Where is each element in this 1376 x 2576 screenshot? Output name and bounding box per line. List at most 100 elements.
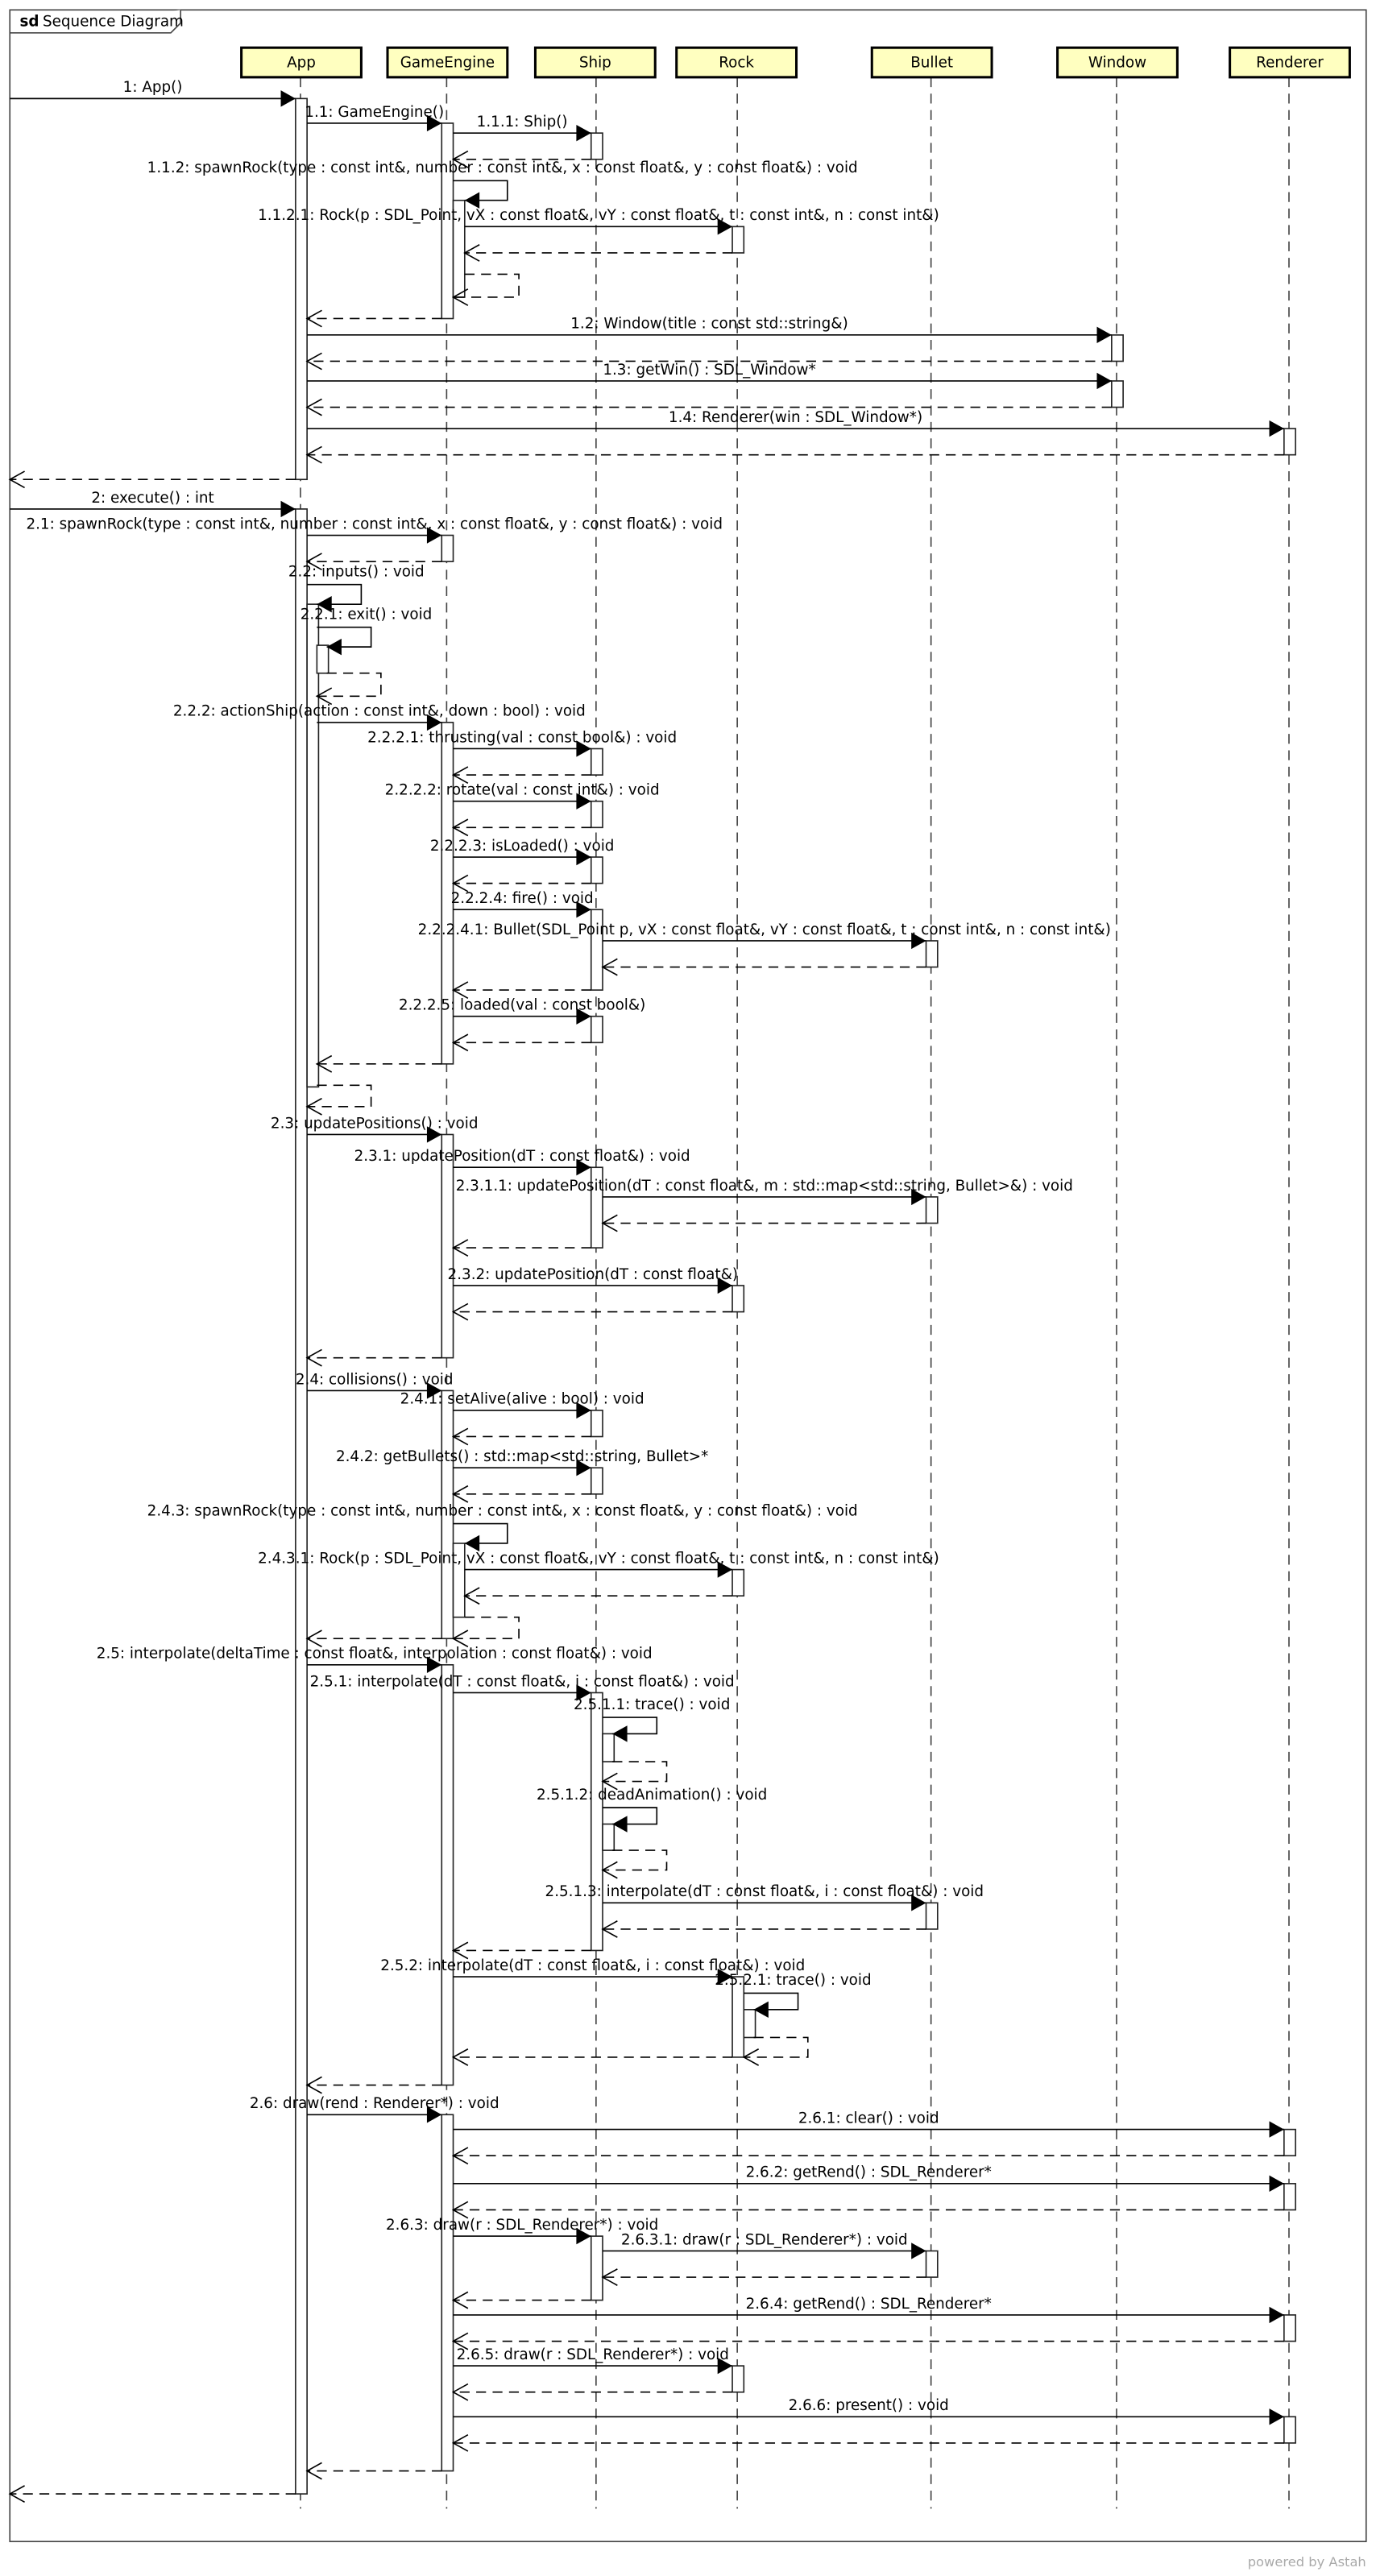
message-label: 2.3.1: updatePosition(dT : const float&)… bbox=[354, 1148, 690, 1165]
arrow-head bbox=[576, 848, 591, 866]
message-label: 2.5.1.1: trace() : void bbox=[574, 1696, 730, 1713]
arrow-head bbox=[305, 1097, 322, 1116]
arrow-head bbox=[305, 1348, 322, 1367]
activation bbox=[590, 132, 603, 160]
activation bbox=[441, 1133, 454, 1359]
lifeline-header bbox=[870, 46, 993, 79]
arrow-head bbox=[464, 192, 480, 209]
message-label: 2.1: spawnRock(type : const int&, number… bbox=[26, 516, 723, 532]
message-label: 2.6.2: getRend() : SDL_Renderer* bbox=[746, 2164, 992, 2181]
message-label: 1.2: Window(title : const std::string&) bbox=[570, 316, 848, 333]
message-label: 2.6: draw(rend : Renderer*) : void bbox=[250, 2095, 499, 2112]
arrow-head bbox=[426, 714, 442, 731]
message-label: 1.1.2.1: Rock(p : SDL_Point, vX : const … bbox=[258, 207, 939, 224]
message-label: 2.2.2.4.1: Bullet(SDL_Point p, vX : cons… bbox=[418, 921, 1111, 938]
footer: powered by Astah bbox=[1248, 2554, 1366, 2570]
arrow-head bbox=[451, 1033, 469, 1052]
activation bbox=[590, 1166, 603, 1249]
arrow-head bbox=[305, 445, 322, 464]
arrow-head bbox=[717, 1561, 733, 1578]
activation bbox=[1111, 380, 1124, 408]
arrow-head bbox=[8, 470, 25, 489]
arrow-head bbox=[463, 1587, 480, 1605]
activation bbox=[590, 856, 603, 884]
arrow-head bbox=[451, 1630, 469, 1648]
arrow-head bbox=[717, 218, 733, 235]
activation bbox=[295, 97, 308, 481]
activation bbox=[590, 1410, 603, 1438]
self-message-line bbox=[453, 180, 508, 201]
arrow-head bbox=[1269, 2306, 1284, 2324]
activation bbox=[925, 1902, 939, 1930]
message-label: 2.5.2: interpolate(dT : const float&, i … bbox=[380, 1957, 805, 1974]
arrow-head bbox=[317, 595, 332, 613]
self-message-line bbox=[603, 1807, 658, 1825]
message-label: 2.2.2.2: rotate(val : const int&) : void bbox=[385, 782, 660, 799]
arrow-head bbox=[601, 1772, 618, 1791]
arrow-head bbox=[451, 2383, 469, 2401]
lifeline-header bbox=[533, 46, 657, 79]
self-return-line bbox=[603, 1761, 668, 1783]
arrow-head bbox=[305, 2462, 322, 2480]
message-label: 2.6.3.1: draw(r : SDL_Renderer*) : void bbox=[621, 2231, 908, 2248]
arrow-head bbox=[451, 2147, 469, 2165]
arrow-head bbox=[305, 2076, 322, 2094]
arrow-head bbox=[911, 2243, 926, 2259]
message-label: 1.4: Renderer(win : SDL_Window*) bbox=[669, 409, 922, 426]
arrow-head bbox=[612, 1725, 628, 1742]
activation bbox=[602, 1733, 615, 1762]
arrow-head bbox=[601, 1861, 618, 1879]
message-label: 2: execute() : int bbox=[91, 490, 213, 507]
activation bbox=[925, 2250, 939, 2278]
lifeline-name: Renderer bbox=[1256, 55, 1324, 72]
arrow-head bbox=[451, 1302, 469, 1321]
message-label: 2.3.1.1: updatePosition(dT : const float… bbox=[456, 1178, 1073, 1195]
activation bbox=[925, 1196, 939, 1224]
activation bbox=[1283, 2128, 1296, 2157]
arrow-head bbox=[451, 288, 469, 306]
message-label: 2.6.6: present() : void bbox=[789, 2397, 949, 2414]
activation bbox=[590, 800, 603, 829]
message-label: 2.2: inputs() : void bbox=[288, 563, 425, 580]
activation bbox=[1283, 2183, 1296, 2211]
lifeline-header bbox=[240, 46, 363, 79]
arrow-head bbox=[451, 1941, 469, 1960]
activation bbox=[732, 1285, 745, 1313]
lifeline-name: Ship bbox=[579, 55, 611, 72]
arrow-head bbox=[451, 874, 469, 892]
activation bbox=[1283, 2416, 1296, 2444]
activation bbox=[590, 909, 603, 991]
lifeline-name: Window bbox=[1088, 55, 1146, 72]
activation bbox=[590, 1467, 603, 1495]
frame-title: Sequence Diagram bbox=[43, 14, 184, 31]
message-label: 2.5.2.1: trace() : void bbox=[715, 1972, 871, 1989]
message-label: 1: App() bbox=[123, 79, 183, 96]
arrow-head bbox=[451, 1239, 469, 1257]
arrow-head bbox=[426, 1126, 442, 1143]
message-label: 2.4.3: spawnRock(type : const int&, numb… bbox=[147, 1502, 858, 1519]
arrow-head bbox=[717, 2357, 733, 2375]
activation bbox=[590, 1015, 603, 1044]
activation bbox=[1283, 2314, 1296, 2342]
message-label: 2.3: updatePositions() : void bbox=[271, 1115, 479, 1132]
arrow-head bbox=[576, 2227, 591, 2245]
arrow-head bbox=[426, 2106, 442, 2123]
self-return-line bbox=[317, 672, 382, 698]
arrow-head bbox=[426, 527, 442, 544]
arrow-head bbox=[601, 958, 618, 976]
arrow-head bbox=[426, 114, 442, 132]
arrow-head bbox=[911, 1188, 926, 1206]
activation bbox=[925, 940, 939, 968]
message-label: 1.1.2: spawnRock(type : const int&, numb… bbox=[147, 159, 858, 176]
arrow-head bbox=[1096, 372, 1112, 390]
self-return-line bbox=[603, 1849, 668, 1871]
activation bbox=[602, 1823, 615, 1851]
arrow-head bbox=[576, 1159, 591, 1176]
arrow-head bbox=[326, 638, 342, 656]
message-label: 2.4: collisions() : void bbox=[296, 1371, 454, 1388]
message-label: 2.6.1: clear() : void bbox=[798, 2110, 939, 2127]
arrow-head bbox=[305, 553, 322, 571]
self-message-line bbox=[307, 583, 363, 605]
activation bbox=[590, 748, 603, 776]
message-label: 2.5.1.3: interpolate(dT : const float&, … bbox=[545, 1883, 984, 1900]
